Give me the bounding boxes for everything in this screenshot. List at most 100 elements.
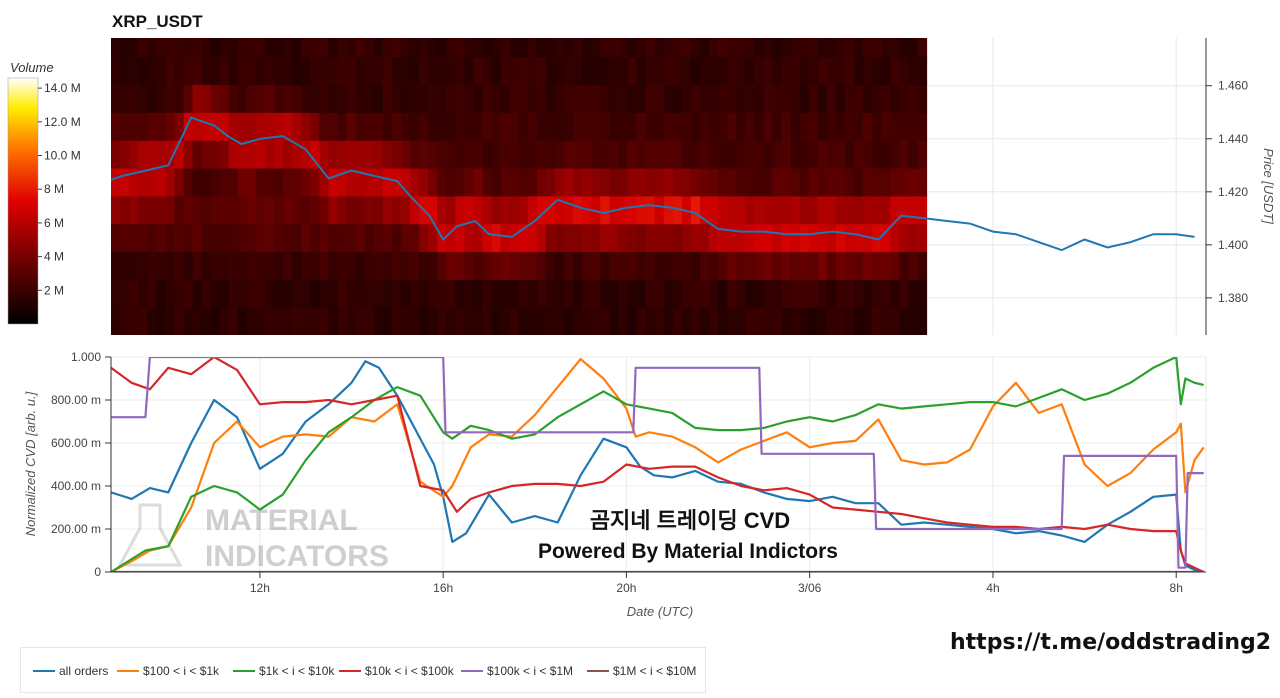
heatmap-cell [654,167,665,197]
heatmap-cell [400,223,411,253]
heatmap-cell [446,84,456,113]
heatmap-cell [663,223,674,253]
legend-item[interactable]: $100 < i < $1k [117,664,219,678]
heatmap-cell [274,223,284,253]
legend-item[interactable]: $1k < i < $10k [233,664,334,678]
heatmap-cell [491,223,502,253]
heatmap-cell [428,167,438,197]
heatmap-cell [283,251,293,280]
heatmap-cell [156,84,166,113]
heatmap-cell [736,84,746,113]
heatmap-cell [509,195,520,225]
heatmap-cell [781,279,792,308]
heatmap-cell [419,223,429,253]
heatmap-cell [373,195,384,225]
heatmap-cell [165,140,176,169]
heatmap-cell [863,279,873,308]
heatmap-cell [373,307,384,335]
heatmap-cell [917,56,928,86]
heatmap-cell [709,167,719,197]
heatmap-cell [382,112,393,141]
heatmap-cell [763,140,774,169]
heatmap-cell [147,84,157,113]
heatmap-cell [555,112,565,141]
legend-item[interactable]: $1M < i < $10M [587,664,696,678]
heatmap-cell [844,251,855,280]
heatmap-cell [754,251,765,280]
heatmap-cell [156,307,166,335]
heatmap-cell [863,112,873,141]
heatmap-cell [419,38,429,58]
heatmap-cell [881,167,891,197]
heatmap-cell [645,167,656,197]
price-tick-label: 1.400 [1218,238,1248,252]
heatmap-cell [473,279,484,308]
heatmap-cell [265,140,275,169]
heatmap-cell [228,140,239,169]
heatmap-cell [138,112,148,141]
heatmap-cell [790,251,801,280]
heatmap-cell [391,112,402,141]
heatmap-cell [183,167,194,197]
heatmap-cell [373,56,384,86]
heatmap-cell [600,223,610,253]
heatmap-cell [274,112,284,141]
heatmap-cell [455,84,465,113]
heatmap-cell [219,56,230,86]
heatmap-cell [781,251,792,280]
heatmap-cell [754,38,765,58]
heatmap-cell [781,56,792,86]
heatmap-cell [799,223,810,253]
legend-item[interactable]: $10k < i < $100k [339,664,454,678]
heatmap-cell [699,279,710,308]
heatmap-cell [826,223,837,253]
heatmap-cell [645,112,656,141]
heatmap-cell [437,112,447,141]
heatmap-cell [690,195,701,225]
heatmap-cell [491,195,502,225]
heatmap-cell [437,307,447,335]
heatmap-cell [899,307,910,335]
legend-item[interactable]: $100k < i < $1M [461,664,573,678]
legend-item[interactable]: all orders [33,664,108,678]
heatmap-cell [681,56,692,86]
heatmap-cell [355,223,366,253]
heatmap-cell [736,251,746,280]
heatmap-cell [844,140,855,169]
heatmap-cell [355,195,366,225]
cvd-y-tick-label: 600.00 m [51,436,101,450]
heatmap-cell [174,38,185,58]
heatmap-cell [718,112,728,141]
heatmap-cell [500,279,511,308]
heatmap-cell [346,112,357,141]
heatmap-cell [890,140,900,169]
heatmap-cell [854,307,864,335]
heatmap-cell [872,112,882,141]
heatmap-cell [292,279,302,308]
heatmap-cell [545,307,556,335]
heatmap-cell [881,140,891,169]
heatmap-cell [192,167,203,197]
heatmap-cell [672,112,683,141]
heatmap-cell [310,38,321,58]
heatmap-cell [491,167,502,197]
heatmap-cell [654,38,665,58]
heatmap-cell [129,167,139,197]
heatmap-cell [491,307,502,335]
heatmap-cell [663,279,674,308]
heatmap-cell [310,167,321,197]
heatmap-cell [292,167,302,197]
heatmap-cell [872,140,882,169]
heatmap-cell [736,279,746,308]
heatmap-cell [754,140,765,169]
heatmap-cell [881,223,891,253]
heatmap-cell [237,223,248,253]
heatmap-cell [156,56,166,86]
heatmap-cell [790,38,801,58]
heatmap-cell [201,167,212,197]
heatmap-cell [246,251,257,280]
heatmap-cell [527,56,538,86]
heatmap-cell [564,112,574,141]
heatmap-cell [183,223,194,253]
footer-url[interactable]: https://t.me/oddstrading2 [950,630,1272,655]
